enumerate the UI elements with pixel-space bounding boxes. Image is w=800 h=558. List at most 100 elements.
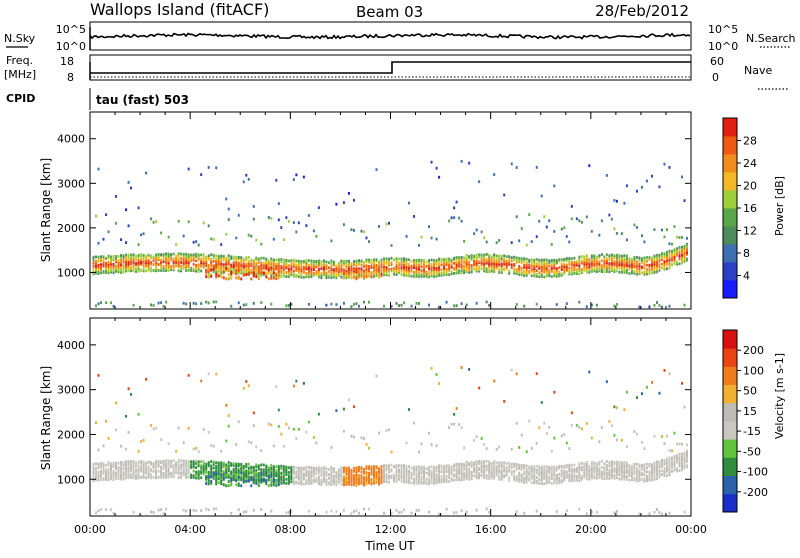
power-cell-332 bbox=[137, 269, 140, 273]
velocity-cell-3023 bbox=[478, 476, 481, 480]
velocity-cell-2745 bbox=[438, 469, 441, 473]
power-cell-1824 bbox=[317, 261, 320, 265]
power-cell-4252 bbox=[658, 265, 661, 269]
power-cell-2464 bbox=[400, 265, 403, 269]
power-cell-4240 bbox=[655, 258, 658, 261]
power-cell-2590 bbox=[418, 271, 421, 275]
power-cell-1230 bbox=[247, 266, 250, 270]
power-cell-3078 bbox=[485, 261, 488, 265]
power-cell-3522 bbox=[553, 272, 556, 276]
velocity-cell-3201 bbox=[503, 468, 506, 472]
power-cell-2014 bbox=[345, 270, 348, 273]
power-cell-2714 bbox=[435, 272, 438, 276]
power-cell-4114 bbox=[638, 268, 641, 272]
power-cell-3762 bbox=[588, 265, 591, 269]
velocity-cell-2467 bbox=[400, 470, 403, 474]
velocity-cell-813 bbox=[205, 507, 208, 511]
velocity-cell-1769 bbox=[310, 478, 313, 482]
velocity-cell-3311 bbox=[520, 433, 523, 437]
power-cell-1570 bbox=[282, 271, 285, 275]
velocity-cell-1099 bbox=[235, 470, 238, 474]
power-cell-2182 bbox=[362, 230, 365, 234]
velocity-cell-677 bbox=[187, 469, 190, 473]
velocity-cell-2323 bbox=[377, 482, 380, 486]
power-cell-2352 bbox=[382, 268, 385, 271]
velocity-cell-4199 bbox=[650, 470, 653, 474]
power-cell-3400 bbox=[535, 265, 538, 268]
power-cell-3326 bbox=[523, 304, 526, 308]
power-cell-1802 bbox=[315, 270, 318, 274]
velocity-cell-1359 bbox=[260, 470, 263, 474]
velocity-cell-377 bbox=[142, 467, 145, 471]
power-cell-2402 bbox=[390, 267, 393, 271]
power-cell-4004 bbox=[623, 270, 626, 274]
power-cell-3184 bbox=[500, 264, 503, 268]
power-cell-4370 bbox=[673, 252, 676, 256]
power-cell-374 bbox=[142, 263, 145, 267]
velocity-cell-765 bbox=[200, 465, 203, 469]
velocity-cell-3521 bbox=[553, 481, 556, 484]
power-cell-3508 bbox=[550, 269, 553, 272]
power-cell-1232 bbox=[247, 262, 250, 266]
velocity-cell-1003 bbox=[225, 467, 228, 471]
power-cell-1514 bbox=[275, 273, 278, 277]
power-cell-3768 bbox=[588, 258, 591, 261]
power-cell-3310 bbox=[520, 227, 523, 230]
power-cell-3274 bbox=[515, 303, 518, 306]
velocity-cell-731 bbox=[195, 466, 198, 469]
velocity-cell-4093 bbox=[635, 479, 638, 483]
velocity-cell-2701 bbox=[433, 474, 436, 478]
power-cell-3014 bbox=[475, 255, 478, 259]
velocity-cell-2307 bbox=[377, 478, 380, 482]
velocity-cell-2141 bbox=[357, 475, 360, 479]
velocity-cell-1829 bbox=[317, 412, 320, 416]
velocity-cell-3375 bbox=[530, 446, 533, 450]
velocity-cell-325 bbox=[135, 470, 138, 474]
velocity-cell-3133 bbox=[493, 470, 496, 474]
velocity-cell-609 bbox=[177, 467, 180, 470]
velocity-cell-49 bbox=[97, 465, 100, 468]
velocity-cell-3263 bbox=[515, 477, 518, 481]
velocity-cell-7 bbox=[92, 471, 95, 475]
power-cell-2492 bbox=[403, 257, 406, 261]
power-cell-2516 bbox=[408, 274, 411, 278]
power-cell-3796 bbox=[593, 264, 596, 267]
power-cell-2888 bbox=[458, 257, 461, 261]
velocity-cell-1601 bbox=[285, 511, 288, 515]
power-cell-3898 bbox=[608, 258, 611, 261]
velocity-cell-1629 bbox=[290, 471, 293, 474]
velocity-cell-943 bbox=[220, 477, 223, 481]
velocity-cell-1645 bbox=[292, 472, 295, 476]
velocity-cell-2893 bbox=[458, 423, 461, 426]
power-cell-3956 bbox=[615, 258, 618, 262]
velocity-cell-523 bbox=[165, 473, 168, 477]
velocity-cell-3159 bbox=[495, 447, 498, 451]
power-cell-3266 bbox=[515, 261, 518, 264]
velocity-cell-705 bbox=[192, 475, 195, 479]
velocity-cell-3035 bbox=[478, 460, 481, 463]
power-cell-4118 bbox=[638, 264, 641, 268]
power-cell-2986 bbox=[473, 267, 476, 271]
velocity-cell-3357 bbox=[528, 465, 531, 469]
velocity-cell-3847 bbox=[600, 474, 603, 478]
power-cell-3022 bbox=[478, 269, 481, 273]
velocity-cell-3045 bbox=[480, 466, 483, 470]
power-cell-3244 bbox=[510, 162, 513, 166]
power-cell-2970 bbox=[468, 161, 471, 165]
power-cell-30 bbox=[95, 255, 98, 259]
power-cell-3182 bbox=[500, 266, 503, 270]
power-cell-3440 bbox=[540, 263, 543, 267]
power-cell-4138 bbox=[640, 257, 643, 261]
velocity-cell-1127 bbox=[237, 470, 240, 474]
velocity-cell-79 bbox=[102, 471, 105, 475]
power-cell-1222 bbox=[245, 173, 248, 177]
power-cell-718 bbox=[192, 240, 195, 244]
power-cell-4246 bbox=[655, 301, 658, 304]
velocity-cell-4059 bbox=[630, 478, 633, 482]
velocity-cell-4185 bbox=[648, 464, 651, 468]
power-cell-4190 bbox=[650, 271, 653, 275]
velocity-cell-1963 bbox=[340, 474, 343, 477]
velocity-cell-3857 bbox=[600, 425, 603, 429]
power-cell-3106 bbox=[488, 253, 491, 257]
velocity-cell-1723 bbox=[302, 466, 305, 470]
